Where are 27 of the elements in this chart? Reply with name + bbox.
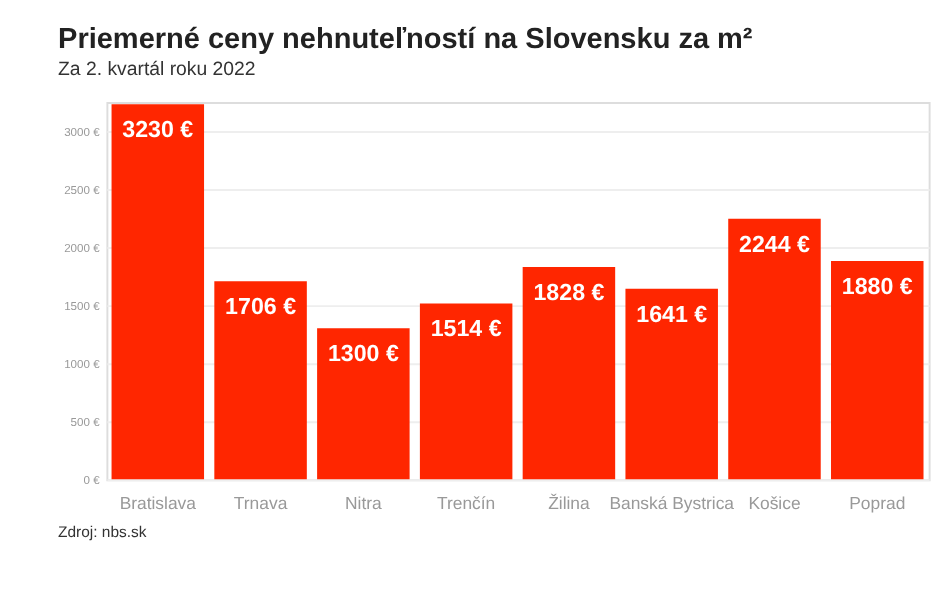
data-label: 3230 € [122,117,195,144]
data-label: 1828 € [533,279,606,306]
data-label: 1300 € [327,341,400,368]
bar [625,288,718,480]
chart-title: Priemerné ceny nehnuteľností na Slovensku za m² [58,23,753,56]
x-tick-label: Bratislava [119,493,197,514]
data-label: 1706 € [225,294,298,321]
bar [111,104,205,480]
chart-subtitle: Za 2. kvartál roku 2022 [58,58,256,81]
data-label: 1514 € [430,316,503,343]
bar [522,267,616,480]
x-tick-label: Banská Bystrica [609,493,735,514]
x-tick-label: Trnava [233,493,288,514]
x-tick-label: Košice [748,493,801,514]
x-tick-label: Trenčín [437,493,496,514]
x-tick-label: Poprad [849,493,906,514]
bar [831,261,924,480]
bar [728,218,821,480]
x-tick-label: Nitra [345,493,383,514]
data-label: 1880 € [841,273,914,300]
data-label: 1641 € [636,301,709,328]
bar [317,328,410,480]
data-label: 2244 € [739,231,812,258]
bar [214,281,307,480]
bar [419,303,513,480]
text: Zdroj: nbs.sk [58,523,147,542]
x-tick-label: Žilina [548,493,591,514]
